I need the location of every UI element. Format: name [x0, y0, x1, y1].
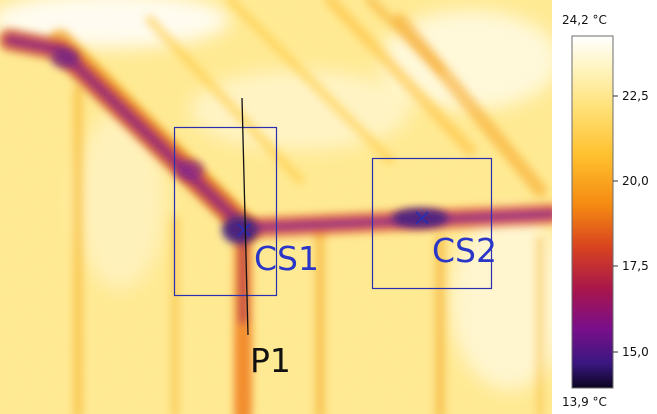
- temperature-scale: 24,2 °C 22,5 20,0 17,5 15,0: [552, 0, 657, 414]
- cs2-label: CS2: [432, 231, 497, 270]
- p1-label: P1: [250, 341, 291, 380]
- cs2-cross-marker: [415, 211, 429, 225]
- tick-label-15-0: 15,0: [622, 345, 649, 359]
- p1-line[interactable]: [241, 97, 249, 336]
- tick-label-22-5: 22,5: [622, 89, 649, 103]
- scale-max-label: 24,2 °C: [562, 13, 607, 27]
- tick-label-20-0: 20,0: [622, 174, 649, 188]
- tick-label-17-5: 17,5: [622, 259, 649, 273]
- colorbar: [571, 35, 618, 389]
- cs2-box[interactable]: [371, 157, 493, 290]
- cs1-cross-marker: [237, 223, 251, 237]
- colorbar-gradient: [571, 35, 614, 389]
- thermal-image: CS1 CS2 P1: [0, 0, 552, 414]
- cs1-label: CS1: [254, 239, 319, 278]
- cs1-box[interactable]: [173, 126, 278, 297]
- scale-min-label: 13,9 °C: [562, 395, 607, 409]
